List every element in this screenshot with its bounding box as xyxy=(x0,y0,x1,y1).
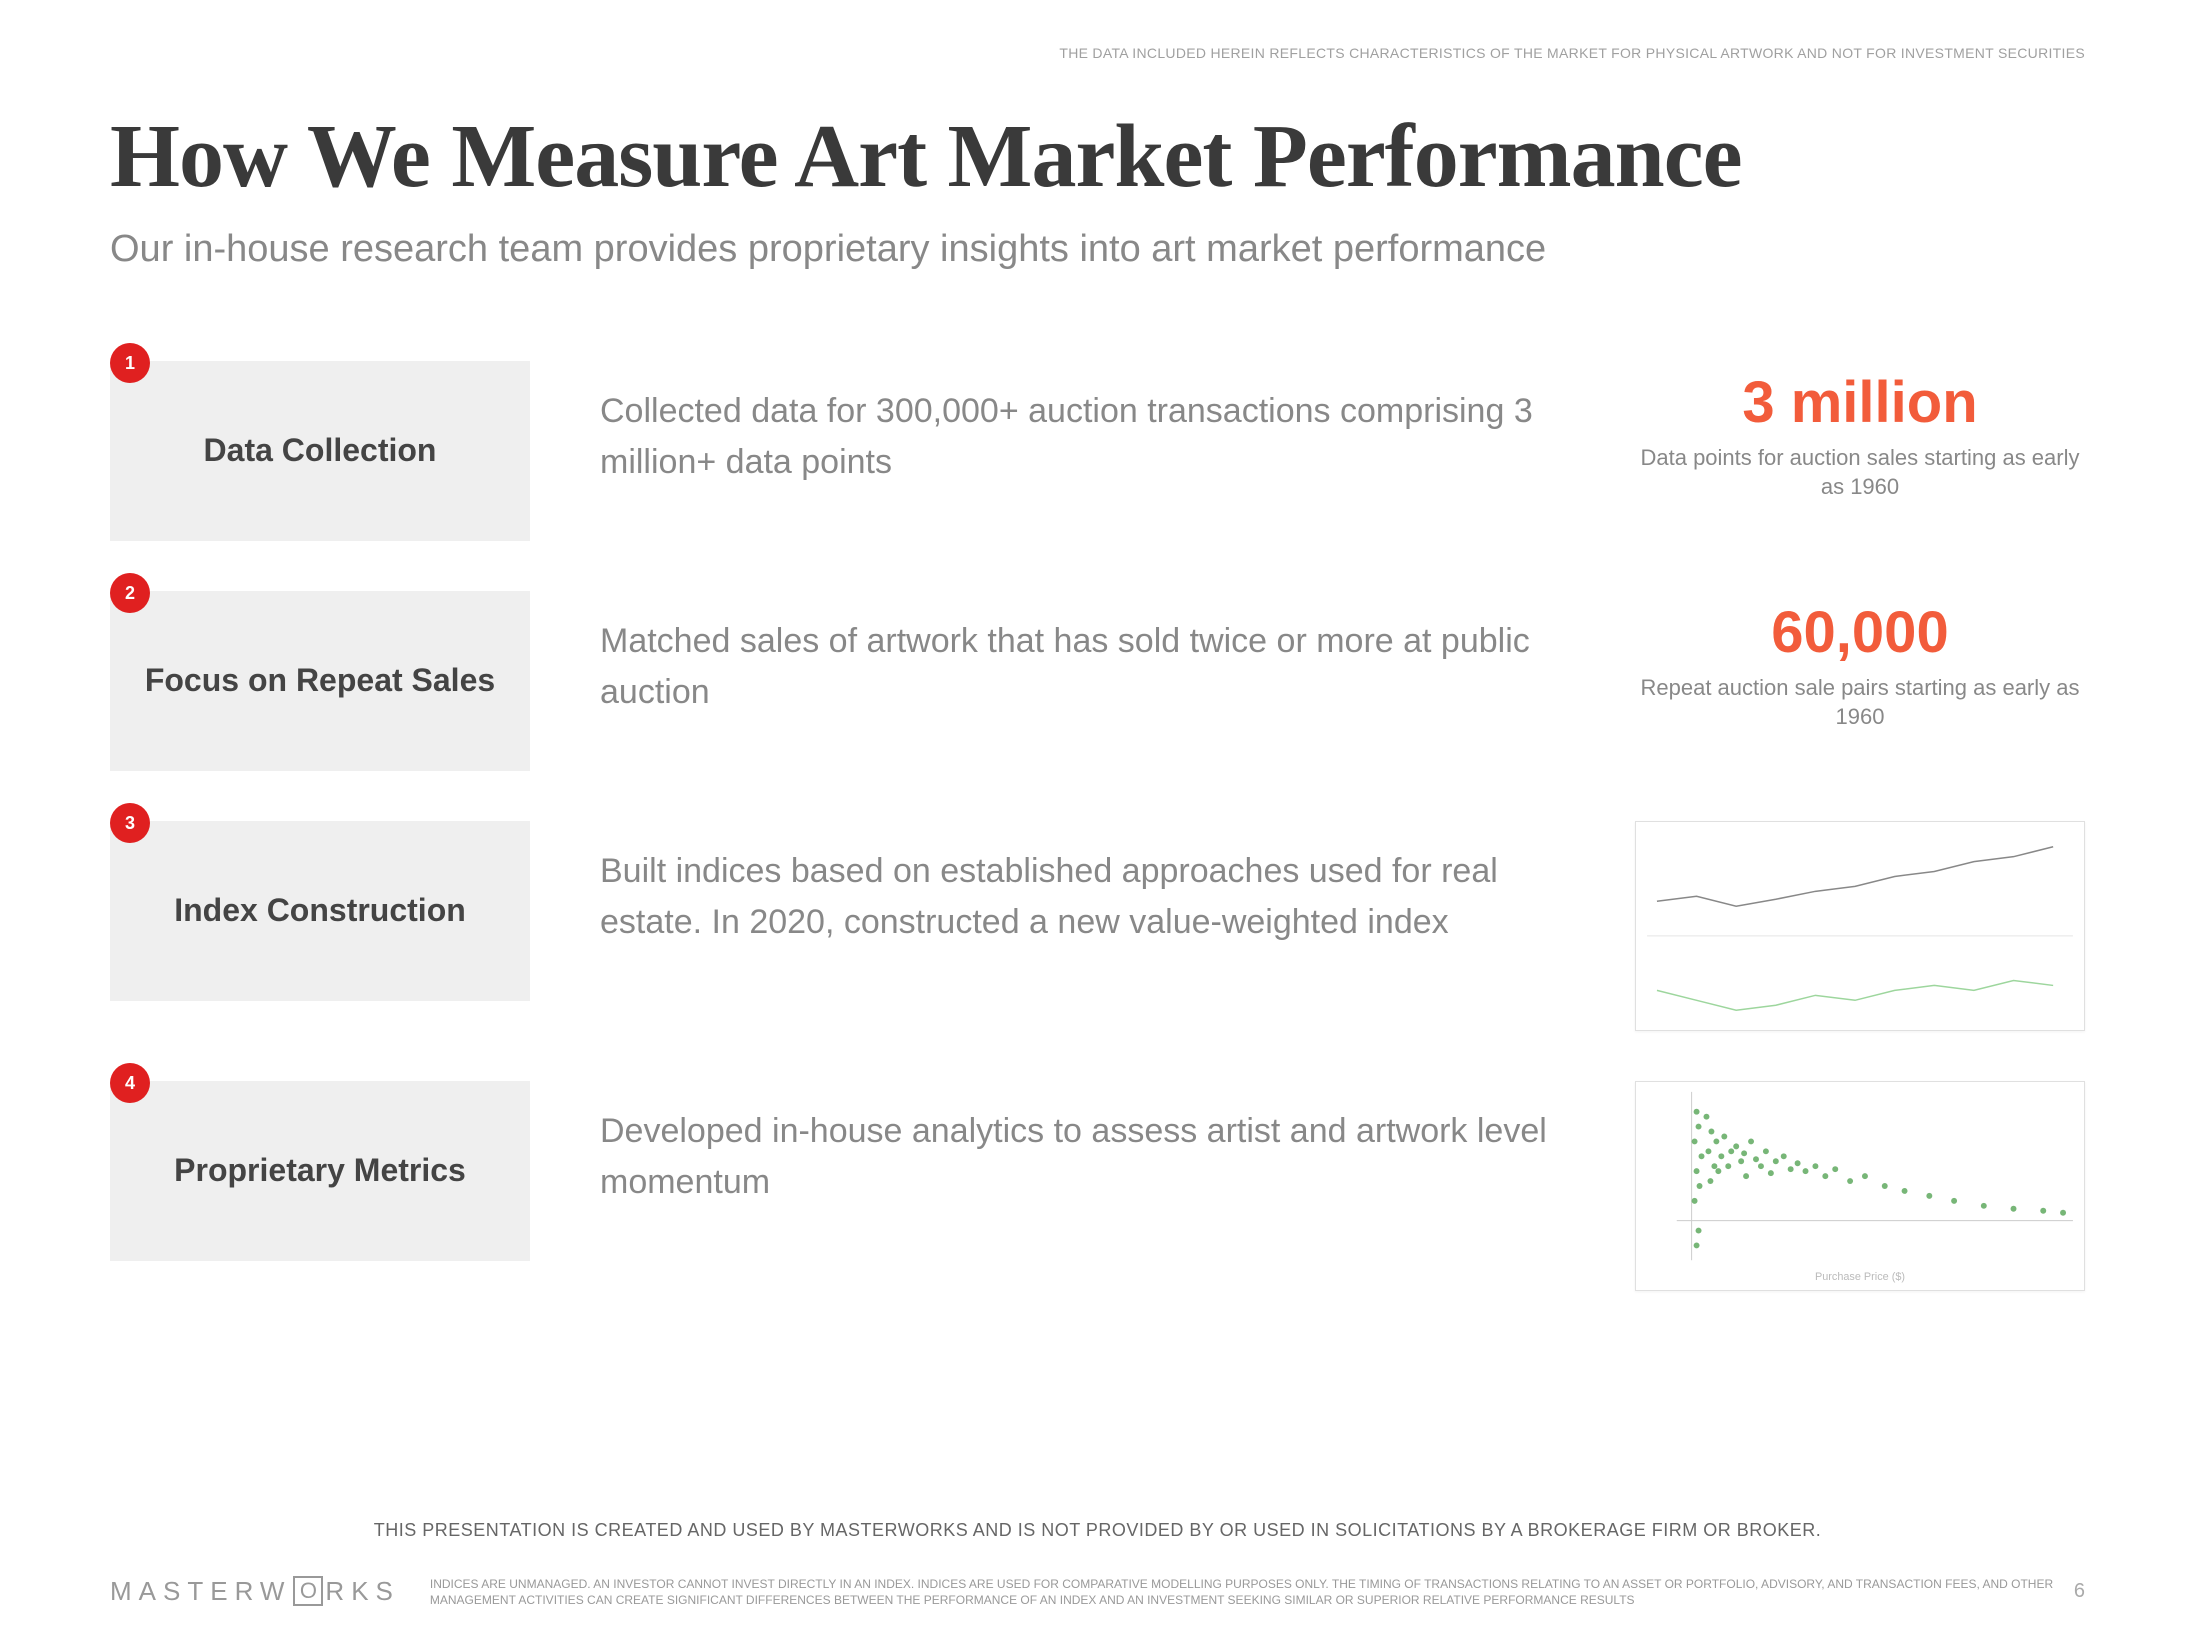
scatter-point xyxy=(1733,1143,1739,1149)
scatter-point xyxy=(1728,1148,1734,1154)
row-description: Built indices based on established appro… xyxy=(530,821,1635,948)
scatter-point xyxy=(1696,1124,1702,1130)
scatter-point xyxy=(1696,1228,1702,1234)
row-repeat-sales: 2 Focus on Repeat Sales Matched sales of… xyxy=(110,591,2085,771)
logo-box-icon: O xyxy=(293,1576,323,1606)
scatter-point xyxy=(1697,1183,1703,1189)
scatter-point xyxy=(1721,1134,1727,1140)
scatter-point xyxy=(1832,1166,1838,1172)
scatter-point xyxy=(1725,1163,1731,1169)
stat-value: 60,000 xyxy=(1635,601,2085,665)
stat-label: Repeat auction sale pairs starting as ea… xyxy=(1635,673,2085,732)
scatter-point xyxy=(1692,1198,1698,1204)
scatter-point xyxy=(1758,1163,1764,1169)
scatter-point xyxy=(1862,1173,1868,1179)
scatter-point xyxy=(1822,1173,1828,1179)
scatter-point xyxy=(1738,1158,1744,1164)
top-disclaimer: THE DATA INCLUDED HEREIN REFLECTS CHARAC… xyxy=(1059,45,2085,61)
scatter-point xyxy=(1748,1138,1754,1144)
page-title: How We Measure Art Market Performance xyxy=(110,105,2085,208)
page-number: 6 xyxy=(2074,1580,2085,1603)
row-stat: 3 million Data points for auction sales … xyxy=(1635,361,2085,502)
scatter-point xyxy=(2011,1206,2017,1212)
scatter-point xyxy=(1694,1109,1700,1115)
scatter-point xyxy=(1981,1203,1987,1209)
scatter-point xyxy=(1718,1153,1724,1159)
scatter-point xyxy=(1707,1178,1713,1184)
scatter-point xyxy=(1715,1168,1721,1174)
scatter-point xyxy=(1694,1242,1700,1248)
step-badge: 3 xyxy=(110,803,150,843)
scatter-point xyxy=(1951,1198,1957,1204)
scatter-point xyxy=(1882,1183,1888,1189)
scatter-chart: Purchase Price ($) xyxy=(1635,1081,2085,1291)
step-badge: 2 xyxy=(110,573,150,613)
row-proprietary-metrics: 4 Proprietary Metrics Developed in-house… xyxy=(110,1081,2085,1291)
footer: THIS PRESENTATION IS CREATED AND USED BY… xyxy=(110,1520,2085,1608)
scatter-point xyxy=(1902,1188,1908,1194)
logo-text-pre: MASTERW xyxy=(110,1576,291,1607)
scatter-point xyxy=(1926,1193,1932,1199)
scatter-point xyxy=(1705,1148,1711,1154)
row-index-construction: 3 Index Construction Built indices based… xyxy=(110,821,2085,1031)
scatter-point xyxy=(1847,1178,1853,1184)
logo-text-post: RKS xyxy=(325,1576,399,1607)
masterworks-logo: MASTERW O RKS xyxy=(110,1576,400,1607)
row-label: Proprietary Metrics xyxy=(110,1081,530,1261)
scatter-point xyxy=(1773,1158,1779,1164)
scatter-point xyxy=(2040,1208,2046,1214)
series-2-line xyxy=(1657,980,2053,1010)
scatter-point xyxy=(1803,1168,1809,1174)
scatter-point xyxy=(1694,1168,1700,1174)
stat-label: Data points for auction sales starting a… xyxy=(1635,443,2085,502)
step-badge: 4 xyxy=(110,1063,150,1103)
row-label: Focus on Repeat Sales xyxy=(110,591,530,771)
scatter-point xyxy=(1692,1138,1698,1144)
footer-notice: THIS PRESENTATION IS CREATED AND USED BY… xyxy=(110,1520,2085,1541)
content-rows: 1 Data Collection Collected data for 300… xyxy=(110,361,2085,1291)
line-chart-svg xyxy=(1636,822,2084,1030)
stat-value: 3 million xyxy=(1635,371,2085,435)
x-axis-label: Purchase Price ($) xyxy=(1815,1271,1905,1283)
footer-disclaimer: INDICES ARE UNMANAGED. AN INVESTOR CANNO… xyxy=(430,1576,2085,1608)
row-label: Index Construction xyxy=(110,821,530,1001)
scatter-point xyxy=(1812,1163,1818,1169)
scatter-point xyxy=(1708,1129,1714,1135)
scatter-point xyxy=(1781,1153,1787,1159)
page-subtitle: Our in-house research team provides prop… xyxy=(110,228,2085,271)
scatter-point xyxy=(1788,1166,1794,1172)
row-description: Matched sales of artwork that has sold t… xyxy=(530,591,1635,718)
row-description: Developed in-house analytics to assess a… xyxy=(530,1081,1635,1208)
row-stat: 60,000 Repeat auction sale pairs startin… xyxy=(1635,591,2085,732)
row-data-collection: 1 Data Collection Collected data for 300… xyxy=(110,361,2085,541)
line-chart xyxy=(1635,821,2085,1031)
scatter-point xyxy=(1753,1156,1759,1162)
row-description: Collected data for 300,000+ auction tran… xyxy=(530,361,1635,488)
scatter-point xyxy=(2060,1210,2066,1216)
scatter-point xyxy=(1768,1170,1774,1176)
row-label: Data Collection xyxy=(110,361,530,541)
scatter-point xyxy=(1763,1148,1769,1154)
scatter-point xyxy=(1699,1153,1705,1159)
series-1-line xyxy=(1657,847,2053,906)
scatter-point xyxy=(1713,1138,1719,1144)
scatter-point xyxy=(1741,1150,1747,1156)
scatter-point xyxy=(1743,1173,1749,1179)
footer-bottom: MASTERW O RKS INDICES ARE UNMANAGED. AN … xyxy=(110,1576,2085,1608)
scatter-point xyxy=(1711,1163,1717,1169)
scatter-point xyxy=(1704,1114,1710,1120)
step-badge: 1 xyxy=(110,343,150,383)
scatter-chart-svg: Purchase Price ($) xyxy=(1636,1082,2084,1290)
scatter-point xyxy=(1795,1160,1801,1166)
